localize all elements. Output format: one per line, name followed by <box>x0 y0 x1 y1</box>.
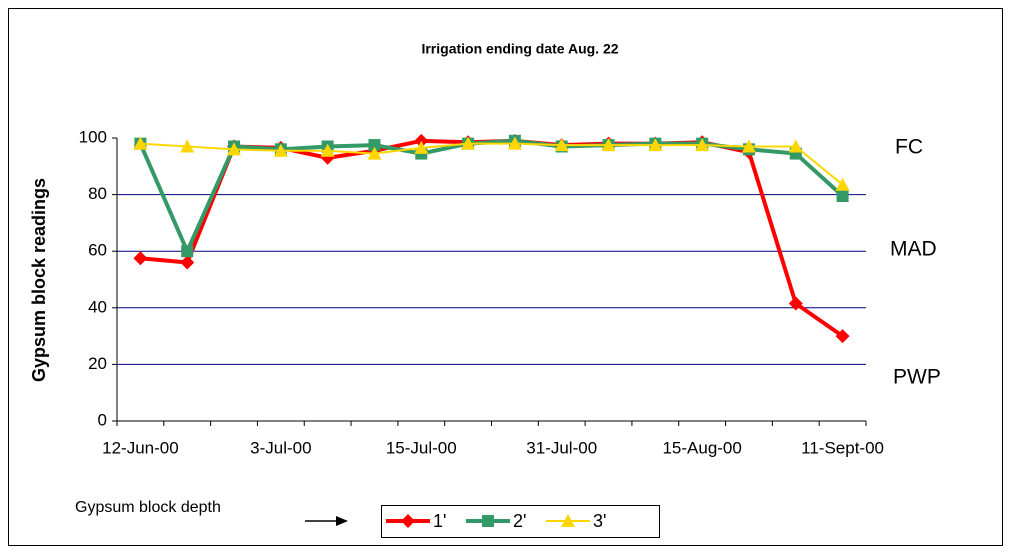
chart-title: Irrigation ending date Aug. 22 <box>421 41 618 57</box>
data-point <box>414 133 429 148</box>
data-point <box>601 138 616 152</box>
data-point <box>368 139 381 152</box>
y-tick-label: 100 <box>79 127 107 146</box>
annotation: PWP <box>893 366 941 389</box>
data-point <box>788 139 803 153</box>
x-tick-label: 31-Jul-00 <box>526 438 597 457</box>
y-tick-label: 0 <box>98 410 107 429</box>
x-tick-label: 11-Sept-00 <box>801 438 884 457</box>
data-point <box>273 143 288 157</box>
data-point <box>788 296 803 311</box>
x-tick-label: 12-Jun-00 <box>102 438 179 457</box>
series-line <box>140 142 844 186</box>
legend-label: 2' <box>513 511 526 531</box>
y-axis-label: Gypsum block readings <box>29 178 49 382</box>
x-tick-label: 15-Jul-00 <box>386 438 457 457</box>
data-point <box>180 139 195 153</box>
y-tick-label: 80 <box>88 184 107 203</box>
data-point <box>133 136 148 150</box>
legend-title: Gypsum block depth <box>75 499 221 516</box>
y-tick-label: 40 <box>88 297 107 316</box>
data-point <box>180 255 195 270</box>
data-point <box>181 245 194 258</box>
legend-marker <box>561 514 575 527</box>
data-point <box>835 177 850 191</box>
y-tick-label: 20 <box>88 354 107 373</box>
legend-arrow-head <box>336 516 348 526</box>
data-point <box>507 136 522 150</box>
annotation: FC <box>895 136 923 159</box>
data-point <box>554 138 569 152</box>
data-point <box>741 139 756 153</box>
data-point <box>695 138 710 152</box>
data-point <box>648 138 663 152</box>
legend-label: 3' <box>593 511 606 531</box>
data-point <box>367 146 382 160</box>
x-tick-label: 3-Jul-00 <box>250 438 311 457</box>
legend-label: 1' <box>433 511 446 531</box>
annotation: MAD <box>890 238 937 261</box>
data-point <box>414 140 429 154</box>
data-point <box>836 190 849 203</box>
legend-marker <box>401 514 415 528</box>
data-point <box>320 143 335 157</box>
data-point <box>461 136 476 150</box>
data-point <box>133 251 148 266</box>
data-point <box>227 142 242 156</box>
y-tick-label: 60 <box>88 241 107 260</box>
legend-marker <box>482 515 494 527</box>
chart-border <box>8 8 1003 546</box>
data-point <box>835 329 850 344</box>
x-tick-label: 15-Aug-00 <box>662 438 741 457</box>
